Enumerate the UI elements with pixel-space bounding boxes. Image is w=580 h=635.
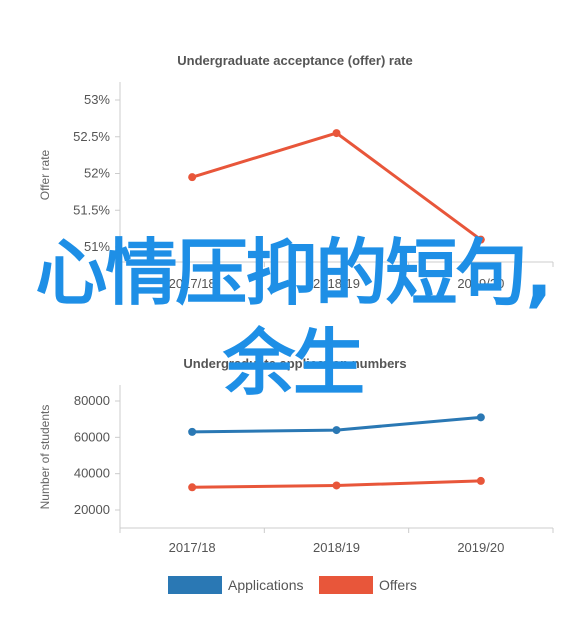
chart1-axes [119,82,554,267]
x-tick-label: 2018/19 [313,540,360,555]
y-tick-label: 20000 [74,502,110,517]
chart2-legend: Applications Offers [168,576,417,594]
legend-label-offers: Offers [379,577,417,593]
data-point [332,129,341,138]
y-tick-label: 51.5% [73,202,110,217]
data-point [476,476,485,485]
x-tick-label: 2017/18 [169,540,216,555]
series-line [191,131,482,241]
chart2-series [188,413,485,492]
data-point [476,235,485,244]
chart2-y-ticks: 80000 60000 40000 20000 [74,393,120,517]
y-tick-label: 40000 [74,466,110,481]
x-tick-label: 2018/19 [313,276,360,291]
legend-label-applications: Applications [228,577,304,593]
chart-offer-rate: Undergraduate acceptance (offer) rate Of… [38,53,554,291]
y-tick-label: 80000 [74,393,110,408]
y-tick-label: 52% [84,166,110,181]
x-tick-label: 2019/20 [457,276,504,291]
chart-application-numbers: Undergraduate application numbers Number… [38,356,554,594]
chart1-y-ticks: 53% 52.5% 52% 51.5% 51% [73,92,120,254]
x-tick-label: 2019/20 [457,540,504,555]
data-point [188,483,197,492]
legend-swatch-applications [168,576,222,594]
chart1-x-ticks: 2017/18 2018/19 2019/20 [169,276,505,291]
legend-swatch-offers [319,576,373,594]
y-tick-label: 52.5% [73,129,110,144]
chart1-y-axis-label: Offer rate [38,149,52,200]
data-point [332,426,341,435]
y-tick-label: 60000 [74,429,110,444]
chart1-title: Undergraduate acceptance (offer) rate [177,53,413,68]
data-point [332,481,341,490]
y-tick-label: 51% [84,239,110,254]
chart2-x-ticks: 2017/18 2018/19 2019/20 [169,540,505,555]
chart2-y-axis-label: Number of students [38,405,52,510]
data-point [188,173,197,182]
data-point [476,413,485,422]
chart2-axes [119,385,554,533]
chart1-series [188,129,485,244]
y-tick-label: 53% [84,92,110,107]
data-point [188,427,197,436]
x-tick-label: 2017/18 [169,276,216,291]
chart2-title: Undergraduate application numbers [183,356,406,371]
